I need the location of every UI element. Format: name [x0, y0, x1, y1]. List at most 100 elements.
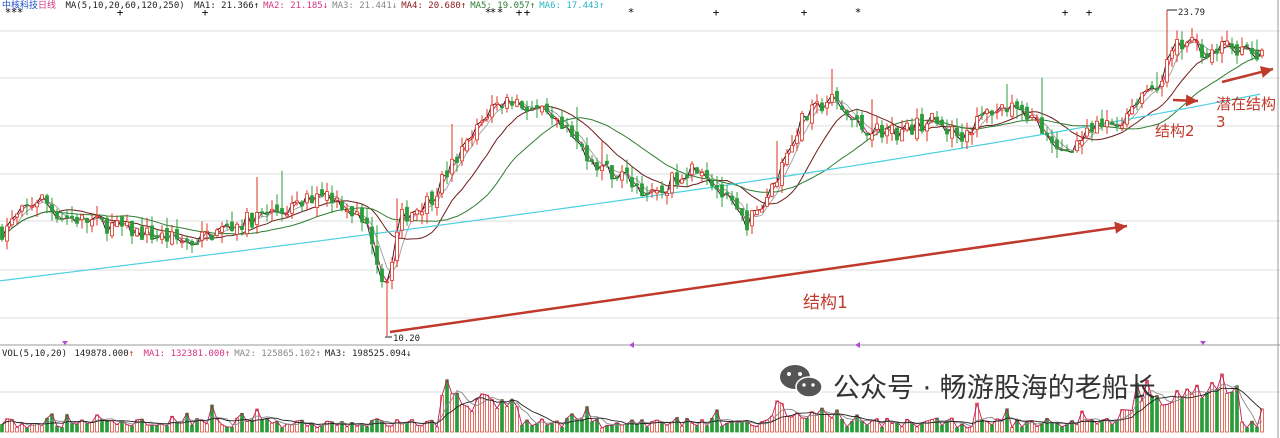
volume-bar-208 — [1040, 423, 1044, 433]
volume-bar-207 — [1035, 426, 1039, 433]
candle-body-197 — [985, 109, 989, 115]
candle-body-142 — [710, 179, 714, 187]
volume-bar-61 — [305, 425, 309, 433]
candle-body-98 — [490, 104, 494, 118]
volume-bar-43 — [215, 418, 219, 433]
candle-body-90 — [450, 158, 454, 175]
candle-body-238 — [1190, 37, 1194, 42]
volume-bar-246 — [1230, 391, 1234, 433]
candle-body-156 — [780, 162, 784, 186]
structure2-arrow-head — [1185, 94, 1198, 107]
candle-body-146 — [730, 195, 734, 201]
candle-body-93 — [465, 139, 469, 152]
candle-body-149 — [745, 210, 749, 231]
candle-body-169 — [845, 110, 849, 116]
candle-body-196 — [980, 113, 984, 116]
volume-bar-29 — [145, 424, 149, 433]
candle-body-114 — [570, 125, 574, 138]
volume-bar-193 — [965, 427, 969, 433]
volume-bar-91 — [455, 392, 459, 433]
ma250-line — [0, 93, 1261, 282]
candle-body-229 — [1145, 89, 1149, 92]
candle-body-34 — [170, 231, 174, 245]
candle-body-147 — [735, 198, 739, 210]
candle-body-85 — [425, 196, 429, 215]
candle-body-138 — [690, 163, 694, 175]
event-mark-5: * — [485, 6, 492, 19]
low-price-label: 10.20 — [393, 334, 421, 344]
volume-bar-16 — [80, 419, 84, 433]
candle-body-252 — [1260, 49, 1264, 57]
event-marks: * * * + + ** * + + * + + * + + — [5, 6, 1206, 348]
candle-body-35 — [175, 228, 179, 240]
volume-bar-231 — [1155, 395, 1159, 433]
volume-bar-93 — [465, 405, 469, 433]
candle-body-212 — [1060, 149, 1064, 151]
candle-body-118 — [590, 159, 594, 162]
candle-body-44 — [220, 226, 224, 233]
candle-body-209 — [1045, 132, 1049, 136]
candle-body-99 — [495, 102, 499, 105]
candle-body-221 — [1105, 120, 1109, 128]
candle-body-82 — [410, 212, 414, 222]
candle-body-223 — [1115, 125, 1119, 127]
candle-body-50 — [250, 212, 254, 228]
candle-body-186 — [930, 113, 934, 121]
candle-body-245 — [1225, 40, 1229, 46]
candle-body-36 — [180, 241, 184, 244]
volume-bar-172 — [860, 420, 864, 433]
volume-bar-63 — [315, 427, 319, 433]
volume-bar-220 — [1100, 419, 1104, 433]
volume-bar-164 — [820, 407, 824, 433]
volume-bar-228 — [1140, 400, 1144, 433]
period-label: 日线 — [38, 1, 57, 11]
volume-ma-lines — [1, 372, 1263, 429]
volume-bar-151 — [755, 426, 759, 433]
candle-body-2 — [10, 218, 14, 226]
event-mark-1: * — [11, 6, 18, 19]
volume-bar-30 — [150, 424, 154, 433]
volume-bar-22 — [110, 420, 114, 433]
volume-bar-46 — [230, 426, 234, 433]
volume-bar-98 — [490, 399, 494, 433]
candle-body-170 — [850, 118, 854, 121]
candle-body-195 — [975, 116, 979, 130]
volume-bar-157 — [785, 415, 789, 433]
candle-body-176 — [880, 124, 884, 138]
volume-bar-215 — [1075, 424, 1079, 433]
candle-body-102 — [510, 101, 514, 106]
volume-bar-133 — [665, 424, 669, 433]
candle-body-150 — [750, 210, 754, 227]
candle-body-234 — [1170, 50, 1174, 59]
candle-body-249 — [1245, 44, 1249, 47]
candle-body-97 — [485, 117, 489, 120]
candle-body-187 — [935, 116, 939, 124]
candle-body-119 — [595, 162, 599, 171]
candle-body-242 — [1210, 49, 1214, 63]
candle-body-248 — [1240, 46, 1244, 55]
vol-ma-value-2: MA2: 125865.102↑ — [234, 349, 321, 359]
candle-body-200 — [1000, 104, 1004, 109]
candle-body-181 — [905, 122, 909, 131]
volume-bar-49 — [245, 421, 249, 433]
candle-body-193 — [965, 130, 969, 143]
structure3-num: 3 — [1216, 113, 1226, 131]
candle-body-12 — [60, 218, 64, 220]
candle-body-100 — [500, 106, 504, 109]
candle-body-67 — [335, 197, 339, 201]
volume-bar-141 — [705, 425, 709, 433]
candle-body-72 — [360, 208, 364, 223]
price-header: 中核科技日线 MA(5,10,20,60,120,250) MA1: 21.36… — [2, 1, 612, 11]
volume-bar-83 — [415, 424, 419, 433]
volume-bar-75 — [375, 418, 379, 433]
candle-body-217 — [1085, 127, 1089, 137]
candle-body-92 — [460, 146, 464, 162]
candle-body-225 — [1125, 113, 1129, 125]
candle-body-237 — [1185, 42, 1189, 47]
candle-body-66 — [330, 192, 334, 204]
event-mark-3: + — [117, 6, 124, 19]
candle-body-45 — [225, 223, 229, 226]
candle-body-9 — [45, 195, 49, 204]
candle-body-244 — [1220, 41, 1224, 54]
